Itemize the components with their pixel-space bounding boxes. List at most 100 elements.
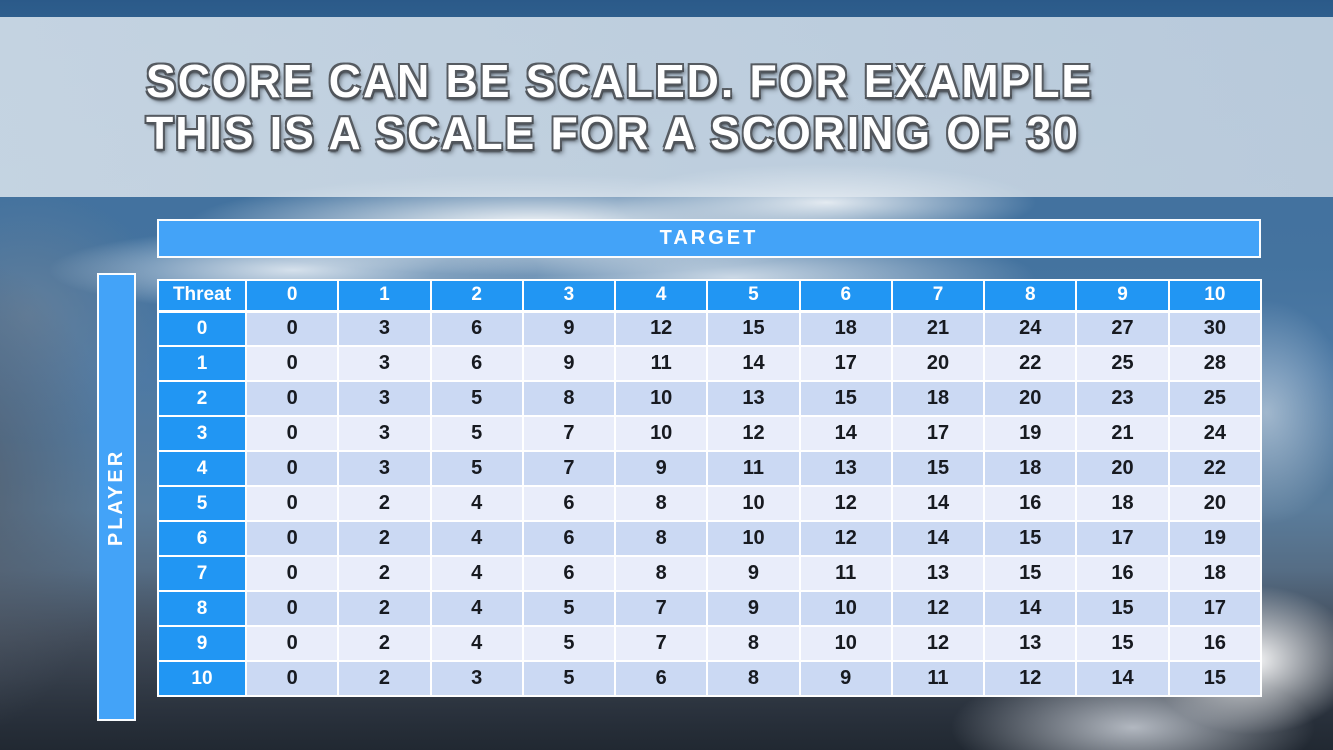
- score-cell: 3: [337, 415, 432, 452]
- row-header-cell: 5: [157, 485, 247, 522]
- score-cell: 22: [983, 345, 1078, 382]
- score-cell: 15: [1075, 625, 1170, 662]
- row-header-cell: 8: [157, 590, 247, 627]
- table-row: 10 0 2 3 5 6 8 9 11 12 14 15: [157, 660, 1263, 697]
- score-cell: 15: [798, 380, 893, 417]
- score-cell: 0: [244, 450, 340, 487]
- score-cell: 11: [706, 450, 801, 487]
- score-cell: 3: [337, 310, 432, 347]
- score-cell: 8: [614, 520, 709, 557]
- score-cell: 16: [1167, 625, 1263, 662]
- score-cell: 10: [706, 520, 801, 557]
- column-header-cell: 9: [1075, 279, 1170, 313]
- score-cell: 10: [706, 485, 801, 522]
- score-cell: 2: [337, 590, 432, 627]
- score-cell: 20: [1167, 485, 1263, 522]
- score-cell: 19: [983, 415, 1078, 452]
- score-cell: 12: [614, 310, 709, 347]
- score-cell: 8: [521, 380, 617, 417]
- table-row: 0 0 3 6 9 12 15 18 21 24 27 30: [157, 310, 1263, 347]
- player-axis-text: PLAYER: [105, 448, 128, 546]
- score-cell: 17: [890, 415, 986, 452]
- score-cell: 20: [890, 345, 986, 382]
- score-cell: 2: [337, 625, 432, 662]
- score-cell: 20: [983, 380, 1078, 417]
- column-header-cell: 7: [890, 279, 986, 313]
- score-cell: 6: [521, 520, 617, 557]
- score-cell: 13: [798, 450, 893, 487]
- score-cell: 4: [429, 485, 524, 522]
- score-cell: 15: [1167, 660, 1263, 697]
- table-row: 9 0 2 4 5 7 8 10 12 13 15 16: [157, 625, 1263, 662]
- score-cell: 9: [614, 450, 709, 487]
- score-cell: 8: [614, 485, 709, 522]
- row-header-cell: 2: [157, 380, 247, 417]
- score-cell: 4: [429, 555, 524, 592]
- score-cell: 15: [983, 555, 1078, 592]
- column-header-cell: 8: [983, 279, 1078, 313]
- score-cell: 27: [1075, 310, 1170, 347]
- target-axis-text: TARGET: [659, 227, 759, 249]
- score-cell: 6: [429, 345, 524, 382]
- score-cell: 7: [614, 590, 709, 627]
- target-axis-label: TARGET: [157, 219, 1261, 258]
- score-cell: 2: [337, 555, 432, 592]
- score-cell: 22: [1167, 450, 1263, 487]
- score-cell: 30: [1167, 310, 1263, 347]
- score-cell: 13: [706, 380, 801, 417]
- score-cell: 15: [890, 450, 986, 487]
- row-header-cell: 0: [157, 310, 247, 347]
- score-cell: 0: [244, 310, 340, 347]
- table-row: 7 0 2 4 6 8 9 11 13 15 16 18: [157, 555, 1263, 592]
- score-cell: 13: [890, 555, 986, 592]
- score-cell: 18: [983, 450, 1078, 487]
- table-row: 8 0 2 4 5 7 9 10 12 14 15 17: [157, 590, 1263, 627]
- score-cell: 5: [521, 660, 617, 697]
- score-cell: 6: [614, 660, 709, 697]
- score-cell: 15: [1075, 590, 1170, 627]
- score-cell: 9: [521, 345, 617, 382]
- column-header-cell: 10: [1167, 279, 1263, 313]
- score-cell: 21: [890, 310, 986, 347]
- score-cell: 12: [890, 625, 986, 662]
- score-cell: 8: [706, 625, 801, 662]
- score-cell: 9: [706, 590, 801, 627]
- column-header-cell: 2: [429, 279, 524, 313]
- score-cell: 0: [244, 660, 340, 697]
- table-row: 5 0 2 4 6 8 10 12 14 16 18 20: [157, 485, 1263, 522]
- score-cell: 7: [521, 450, 617, 487]
- row-header-cell: 9: [157, 625, 247, 662]
- score-cell: 12: [890, 590, 986, 627]
- score-cell: 17: [1167, 590, 1263, 627]
- score-cell: 5: [429, 415, 524, 452]
- slide-title: SCORE CAN BE SCALED. FOR EXAMPLE THIS IS…: [146, 55, 1122, 159]
- score-cell: 7: [521, 415, 617, 452]
- score-cell: 10: [614, 415, 709, 452]
- column-header-cell: 3: [521, 279, 617, 313]
- score-cell: 14: [890, 520, 986, 557]
- score-cell: 8: [614, 555, 709, 592]
- score-cell: 0: [244, 380, 340, 417]
- score-cell: 12: [983, 660, 1078, 697]
- table-row: 3 0 3 5 7 10 12 14 17 19 21 24: [157, 415, 1263, 452]
- row-header-cell: 6: [157, 520, 247, 557]
- score-cell: 25: [1075, 345, 1170, 382]
- score-cell: 13: [983, 625, 1078, 662]
- score-cell: 2: [337, 485, 432, 522]
- score-cell: 2: [337, 660, 432, 697]
- score-cell: 25: [1167, 380, 1263, 417]
- score-cell: 12: [798, 485, 893, 522]
- score-cell: 14: [706, 345, 801, 382]
- score-cell: 18: [890, 380, 986, 417]
- slide-title-line-2: THIS IS A SCALE FOR A SCORING OF 30: [146, 107, 1080, 159]
- score-cell: 4: [429, 625, 524, 662]
- score-cell: 16: [983, 485, 1078, 522]
- score-cell: 3: [337, 345, 432, 382]
- score-cell: 5: [521, 590, 617, 627]
- score-table: Threat 0 1 2 3 4 5 6 7 8 9 10 0 0 3 6 9 12 15 18 21 24 27 30 1 0 3…: [157, 279, 1263, 697]
- score-table-container: Threat 0 1 2 3 4 5 6 7 8 9 10 0 0 3 6 9 12 15 18 21 24 27 30 1 0 3…: [157, 279, 1263, 697]
- row-header-cell: 10: [157, 660, 247, 697]
- column-header-cell: 6: [798, 279, 893, 313]
- score-cell: 11: [614, 345, 709, 382]
